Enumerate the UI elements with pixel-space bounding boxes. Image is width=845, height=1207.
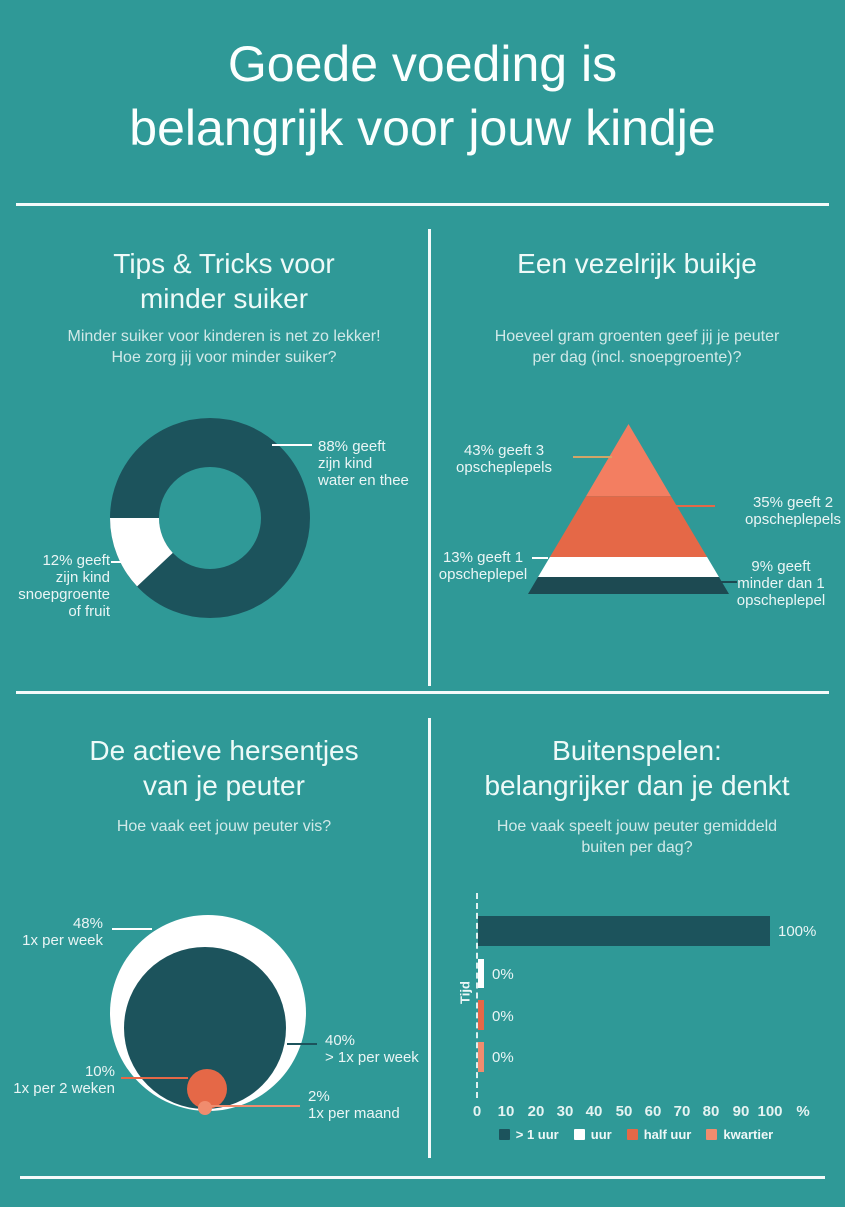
x-tick-60: 60 [644,1103,662,1120]
circle-10 [187,1069,227,1109]
legend-item-meer-dan-1-uur: > 1 uur [498,1127,559,1142]
x-tick-100: 100 [757,1103,783,1120]
section-title-fish: De actieve hersentjes van je peuter [89,735,359,801]
leader-line-40 [287,1043,317,1045]
leader-line-35 [675,505,715,507]
section-question-fiber: Hoeveel gram groenten geef jij je peuter… [494,328,780,366]
bar-uur [478,959,484,988]
pyramid-label-13: 13% geeft 1 opscheplepel [438,549,528,583]
section-title-play: Buitenspelen: belangrijker dan je denkt [484,735,790,801]
x-tick-40: 40 [585,1103,603,1120]
legend-swatch-orange [626,1129,638,1140]
legend-item-uur: uur [573,1127,612,1142]
y-axis-label: Tijd [457,981,473,1004]
bar-chart-legend: > 1 uur uur half uur kwartier [430,1127,842,1142]
circles-label-2: 2% 1x per maand [308,1088,400,1122]
legend-swatch-light-salmon [706,1129,718,1140]
legend-item-half-uur: half uur [626,1127,691,1142]
bar-value-uur: 0% [492,966,514,983]
circle-40 [124,947,286,1109]
leader-line-48 [112,928,152,930]
x-tick-10: 10 [497,1103,515,1120]
divider-vertical-top [428,229,431,686]
section-question-sugar: Minder suiker voor kinderen is net zo le… [67,328,381,366]
x-tick-0: 0 [472,1103,482,1120]
x-tick-50: 50 [615,1103,633,1120]
section-title-sugar: Tips & Tricks voor minder suiker [113,248,335,314]
bar-chart-axis [476,893,478,1098]
x-tick-pct: % [796,1103,810,1120]
divider-vertical-bottom [428,718,431,1158]
leader-line-13 [532,557,548,559]
donut-label-88: 88% geeft zijn kind water en thee [318,438,409,489]
x-tick-30: 30 [556,1103,574,1120]
page-title-line-1: Goede voeding is [227,36,618,92]
bar-kwartier [478,1042,484,1072]
legend-swatch-white [573,1129,585,1140]
pyramid-label-43: 43% geeft 3 opscheplepels [456,442,552,476]
leader-line-10 [121,1077,188,1079]
pyramid-label-35: 35% geeft 2 opscheplepels [745,494,841,528]
legend-swatch-dark-teal [498,1129,510,1140]
pyramid-layer-13 [538,556,719,577]
leader-line-43 [573,456,612,458]
bar-value-100: 100% [778,923,817,940]
bar-value-half-uur: 0% [492,1008,514,1025]
page-title-line-2: belangrijk voor jouw kindje [129,100,716,156]
pyramid-layer-9 [528,577,729,594]
x-tick-80: 80 [702,1103,720,1120]
donut-chart [110,418,310,618]
x-tick-70: 70 [673,1103,691,1120]
bar-meer-dan-1-uur [478,916,770,946]
donut-label-12: 12% geeft zijn kind snoepgroente of frui… [18,552,110,620]
page-title: Goede voeding is belangrijk voor jouw ki… [0,32,845,160]
circles-label-48: 48% 1x per week [22,915,103,949]
section-title-fiber: Een vezelrijk buikje [517,248,757,279]
bar-half-uur [478,1000,484,1030]
circles-label-10: 10% 1x per 2 weken [13,1063,115,1097]
leader-line-88 [272,444,312,446]
x-tick-20: 20 [527,1103,545,1120]
divider-middle [16,691,829,694]
leader-line-9 [717,581,737,583]
bar-value-kwartier: 0% [492,1049,514,1066]
divider-bottom [20,1176,825,1179]
pyramid-label-9: 9% geeft minder dan 1 opscheplepel [736,558,826,609]
divider-top [16,203,829,206]
leader-line-12 [111,561,125,563]
nested-circles-chart [110,915,306,1115]
x-tick-90: 90 [732,1103,750,1120]
section-question-play: Hoe vaak speelt jouw peuter gemiddeld bu… [496,818,778,856]
circles-label-40: 40% > 1x per week [325,1032,419,1066]
legend-item-kwartier: kwartier [706,1127,773,1142]
leader-line-2 [209,1105,300,1107]
circle-2 [198,1101,212,1115]
donut-segment-12 [110,518,173,587]
section-question-fish: Hoe vaak eet jouw peuter vis? [116,818,332,835]
pyramid-chart [528,424,729,594]
